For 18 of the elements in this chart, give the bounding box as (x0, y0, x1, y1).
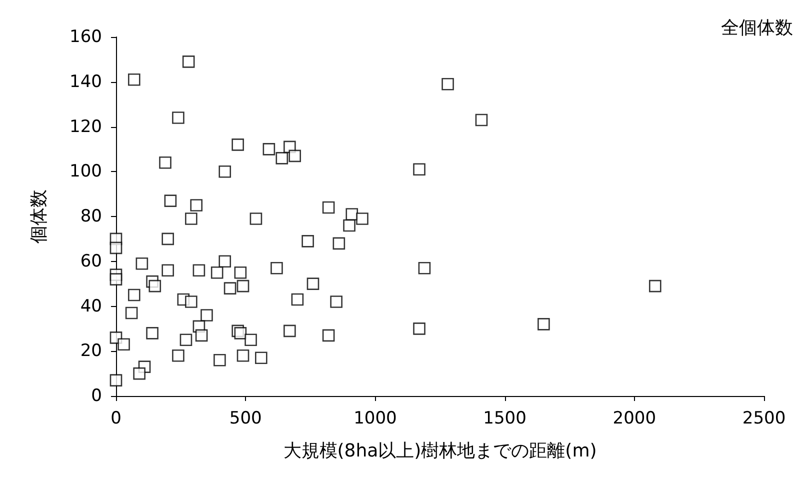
x-tick-label: 0 (110, 408, 122, 428)
y-tick-label: 140 (70, 72, 102, 92)
x-tick-label: 2000 (612, 408, 656, 428)
y-tick-label: 40 (80, 296, 102, 316)
y-tick-label: 80 (80, 206, 102, 226)
chart-title: 全個体数 (721, 18, 793, 38)
y-tick-label: 60 (80, 251, 102, 272)
y-tick-label: 20 (80, 341, 102, 362)
y-axis-title: 個体数 (28, 190, 50, 244)
y-tick-label: 120 (70, 116, 102, 137)
x-tick-label: 2500 (742, 408, 786, 428)
x-tick-label: 1000 (354, 408, 397, 428)
x-tick-label: 500 (229, 408, 262, 428)
x-tick-label: 1500 (483, 408, 526, 428)
x-axis-title: 大規模(8ha以上)樹林地までの距離(m) (283, 440, 597, 462)
y-tick-label: 100 (70, 162, 102, 182)
y-tick-label: 0 (91, 386, 102, 406)
y-tick-label: 160 (70, 27, 102, 47)
